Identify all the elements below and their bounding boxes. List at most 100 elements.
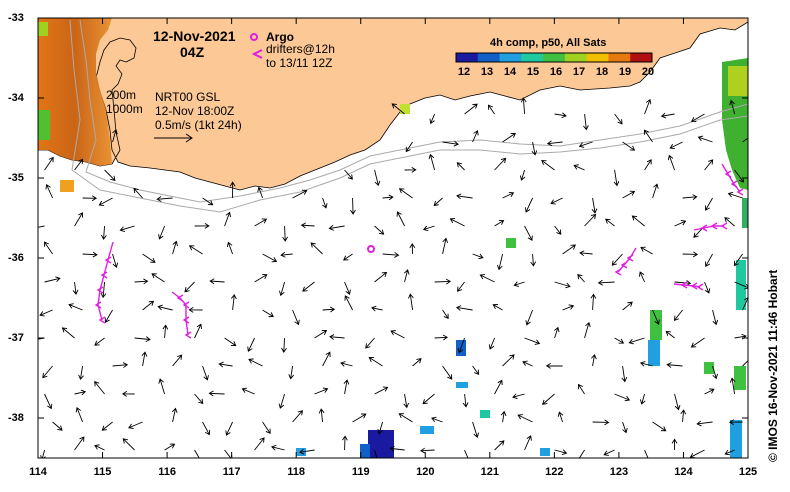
y-tick-label: -33 <box>8 12 24 24</box>
current-arrow <box>671 438 678 451</box>
colorbar-swatch <box>608 53 631 62</box>
drifter-track <box>673 283 701 288</box>
sst-patch-blue-b <box>360 444 370 458</box>
plot-frame <box>37 17 749 459</box>
sst-patch-west-coast <box>38 18 112 166</box>
current-arrow <box>172 354 183 367</box>
current-arrow <box>554 281 571 289</box>
current-arrow <box>202 197 214 206</box>
current-arrow <box>727 191 743 199</box>
current-arrow <box>344 281 351 295</box>
current-arrow <box>545 363 563 369</box>
current-arrow <box>712 309 719 326</box>
drifter-chevron <box>680 281 688 289</box>
current-arrow <box>742 297 748 311</box>
current-arrow <box>45 183 53 199</box>
sst-patch-green-sw <box>38 110 50 140</box>
current-arrow <box>322 197 328 209</box>
sst-patch-cyan-e <box>420 426 434 434</box>
current-arrow <box>640 246 653 255</box>
current-arrow <box>512 393 525 399</box>
colorbar-swatch <box>521 53 544 62</box>
current-arrow <box>389 445 405 452</box>
current-arrow <box>674 393 681 411</box>
product-name: NRT00 GSL <box>155 90 221 104</box>
current-arrow <box>82 195 98 202</box>
y-tick-label: -37 <box>8 332 24 344</box>
current-arrow <box>156 196 173 202</box>
current-arrow <box>122 438 135 451</box>
vector-scale-label: 0.5m/s (1kt 24h) <box>155 118 242 132</box>
colorbar-tick-label: 16 <box>549 66 563 78</box>
current-arrow <box>157 304 173 311</box>
current-arrow <box>497 253 504 271</box>
current-arrow <box>44 276 61 283</box>
current-arrow <box>405 141 413 153</box>
axis-ticks <box>37 17 749 458</box>
current-arrow <box>254 437 265 451</box>
current-arrow <box>621 365 628 383</box>
current-arrow <box>682 194 698 200</box>
current-arrow <box>280 251 293 258</box>
current-arrow <box>52 421 63 431</box>
current-arrow <box>583 113 589 131</box>
sst-patch-cyan-b <box>730 420 742 458</box>
current-arrow <box>94 444 105 451</box>
current-arrow <box>472 253 484 260</box>
current-arrow <box>365 337 375 349</box>
current-arrow <box>104 309 113 323</box>
current-arrow <box>690 113 705 123</box>
drifter-track <box>721 163 741 193</box>
current-arrow <box>281 337 287 353</box>
current-arrow <box>188 245 203 255</box>
current-arrow <box>734 169 745 183</box>
current-arrow <box>390 330 405 339</box>
current-arrow <box>644 98 652 115</box>
current-arrow <box>729 377 736 395</box>
current-arrow <box>577 273 585 283</box>
current-arrow <box>396 211 405 227</box>
current-arrow <box>622 141 636 151</box>
drifter-chevron <box>720 222 728 230</box>
colorbar-tick-label: 12 <box>457 66 471 78</box>
current-arrow <box>584 213 597 227</box>
drifter-chevron <box>104 256 112 264</box>
current-arrow <box>422 393 435 405</box>
current-arrow <box>622 421 628 434</box>
current-arrow <box>456 162 465 171</box>
current-arrow <box>74 436 85 451</box>
current-arrow <box>557 411 564 423</box>
current-arrow <box>704 159 714 171</box>
current-arrow <box>112 362 129 368</box>
current-arrow <box>704 281 711 294</box>
current-arrow <box>141 351 148 367</box>
drifter-chevron <box>730 180 738 188</box>
current-arrow <box>42 365 53 379</box>
sst-patch-cyan-c <box>456 382 468 388</box>
current-arrow <box>382 194 394 201</box>
x-tick-label: 124 <box>674 466 693 478</box>
current-arrow <box>502 191 515 199</box>
current-arrow <box>241 387 255 395</box>
current-arrow <box>75 406 83 423</box>
current-arrow <box>74 212 84 227</box>
current-arrow <box>398 188 413 199</box>
colorbar-frame <box>455 52 653 63</box>
colorbar-tick-label: 14 <box>503 66 517 78</box>
drifter-track <box>617 247 637 273</box>
contour-label-1000m: 1000m <box>106 102 143 116</box>
current-arrow <box>734 281 748 290</box>
drifter-chevron <box>182 316 190 324</box>
map-date: 12-Nov-2021 <box>153 28 236 44</box>
current-arrow <box>517 414 533 423</box>
drifter-chevron <box>700 224 708 232</box>
current-arrow <box>591 353 597 367</box>
x-tick-label: 119 <box>351 466 370 478</box>
current-arrow <box>262 309 274 318</box>
current-arrow <box>520 97 527 115</box>
current-arrow <box>591 197 598 214</box>
sst-patch-yellow-east <box>728 66 748 96</box>
sst-patch-cyan-a <box>648 340 660 366</box>
current-arrow <box>100 225 107 240</box>
